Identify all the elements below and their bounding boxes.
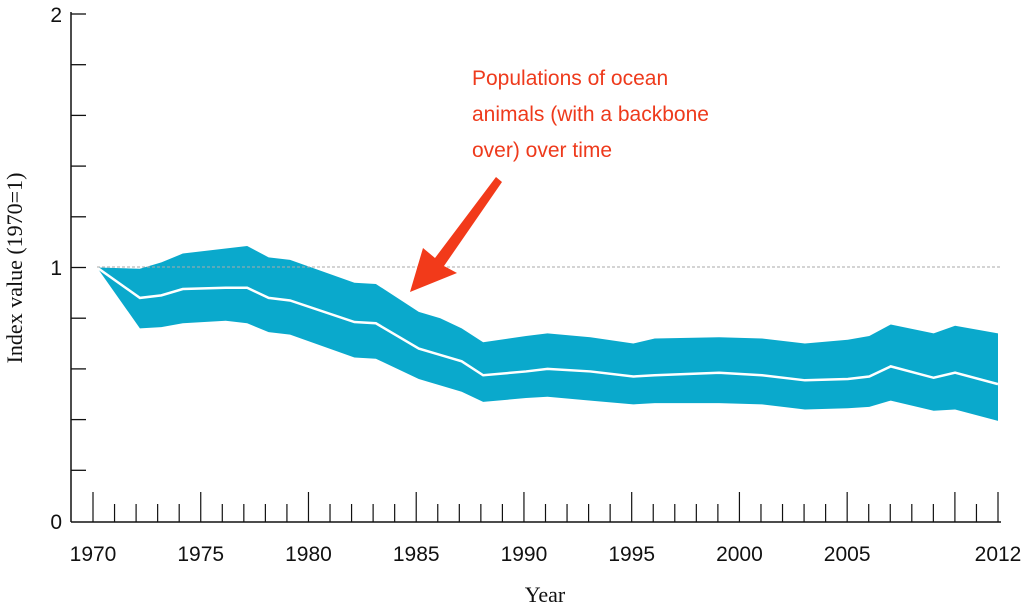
- band-layer: [96, 245, 999, 421]
- x-tick-label: 1995: [608, 543, 655, 566]
- x-tick-label: 1990: [501, 543, 548, 566]
- confidence-band: [97, 245, 998, 421]
- annotation-arrow: [410, 177, 502, 292]
- x-tick-label: 1980: [285, 543, 332, 566]
- y-tick-label: 2: [50, 4, 62, 27]
- annotation-line-1: Populations of ocean: [472, 67, 668, 90]
- axes: [70, 12, 1001, 523]
- x-tick-label: 1985: [393, 543, 440, 566]
- y-tick-label: 1: [50, 257, 62, 280]
- index-line: [96, 266, 999, 386]
- y-axis-title: Index value (1970=1): [2, 173, 27, 364]
- x-tick-label: 1975: [177, 543, 224, 566]
- x-axis-title: Year: [525, 582, 566, 607]
- annotation-line-2: animals (with a backbone: [472, 103, 709, 126]
- x-tick-label: 2012: [975, 543, 1022, 566]
- x-tick-label: 1970: [70, 543, 117, 566]
- annotation-line-3: over) over time: [472, 139, 612, 162]
- x-tick-label: 2000: [716, 543, 763, 566]
- y-tick-label: 0: [50, 511, 62, 534]
- x-tick-label: 2005: [824, 543, 871, 566]
